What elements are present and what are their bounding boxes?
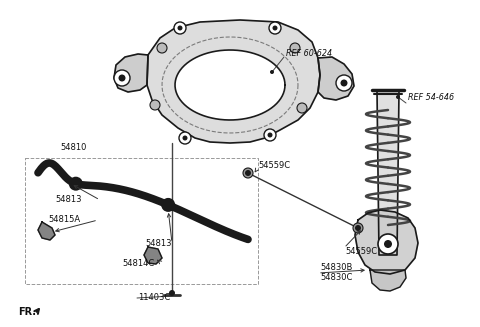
Text: 54559C: 54559C bbox=[258, 161, 290, 169]
Circle shape bbox=[182, 135, 188, 141]
Circle shape bbox=[264, 129, 276, 141]
Circle shape bbox=[174, 22, 186, 34]
Circle shape bbox=[161, 198, 175, 212]
Circle shape bbox=[150, 100, 160, 110]
Polygon shape bbox=[175, 50, 285, 120]
Circle shape bbox=[355, 225, 361, 231]
Text: 54814C: 54814C bbox=[122, 259, 154, 267]
Polygon shape bbox=[377, 90, 399, 255]
Text: 54813: 54813 bbox=[145, 238, 171, 248]
Text: 54559C: 54559C bbox=[345, 248, 377, 256]
Circle shape bbox=[169, 290, 175, 296]
Circle shape bbox=[336, 75, 352, 91]
Text: 11403C: 11403C bbox=[138, 294, 170, 302]
Circle shape bbox=[396, 95, 400, 99]
Polygon shape bbox=[144, 247, 162, 264]
Text: 54815A: 54815A bbox=[48, 215, 80, 225]
Polygon shape bbox=[147, 20, 320, 143]
Circle shape bbox=[290, 43, 300, 53]
Text: 54830C: 54830C bbox=[320, 273, 352, 283]
Circle shape bbox=[297, 103, 307, 113]
Text: 54810: 54810 bbox=[60, 144, 86, 152]
Circle shape bbox=[114, 70, 130, 86]
Text: REF 54-646: REF 54-646 bbox=[408, 94, 454, 102]
Circle shape bbox=[179, 132, 191, 144]
Circle shape bbox=[119, 75, 125, 81]
Polygon shape bbox=[355, 210, 418, 274]
Polygon shape bbox=[38, 222, 55, 240]
Circle shape bbox=[269, 22, 281, 34]
Polygon shape bbox=[114, 54, 148, 92]
Circle shape bbox=[267, 132, 273, 137]
Text: FR.: FR. bbox=[18, 307, 36, 317]
Circle shape bbox=[243, 168, 253, 178]
Circle shape bbox=[69, 177, 83, 191]
Circle shape bbox=[378, 234, 398, 254]
Circle shape bbox=[157, 43, 167, 53]
Text: REF 60-624: REF 60-624 bbox=[286, 48, 332, 58]
Circle shape bbox=[270, 70, 274, 74]
Circle shape bbox=[245, 170, 251, 176]
Polygon shape bbox=[318, 57, 354, 100]
Polygon shape bbox=[370, 270, 406, 291]
Circle shape bbox=[340, 79, 348, 87]
Circle shape bbox=[353, 223, 363, 233]
Text: 54813: 54813 bbox=[55, 196, 82, 204]
Circle shape bbox=[384, 240, 392, 248]
Text: 54830B: 54830B bbox=[320, 264, 352, 272]
Circle shape bbox=[273, 26, 277, 30]
Circle shape bbox=[178, 26, 182, 30]
